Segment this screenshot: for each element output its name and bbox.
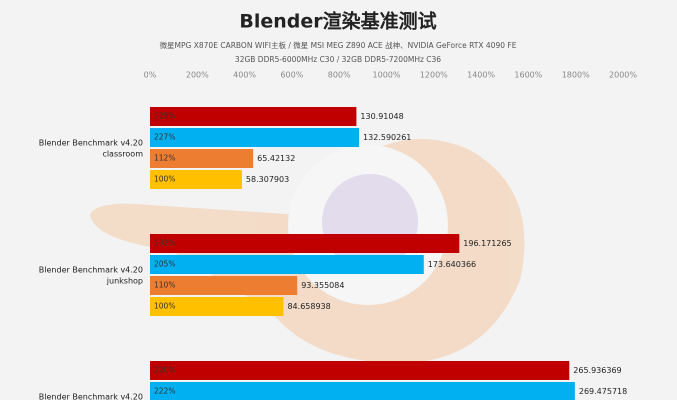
value-label: 58.307903 — [246, 175, 289, 184]
x-tick-label: 1800% — [562, 71, 590, 80]
ratio-label: 225% — [154, 112, 175, 121]
x-tick-label: 600% — [280, 71, 303, 80]
bar — [150, 234, 460, 253]
ratio-label: 220% — [154, 366, 175, 375]
ratio-label: 227% — [154, 133, 175, 142]
bar — [150, 276, 298, 295]
ratio-label: 100% — [154, 175, 175, 184]
ratio-label: 112% — [154, 154, 175, 163]
category-label: Blender Benchmark v4.20 — [39, 139, 143, 148]
x-tick-label: 0% — [144, 71, 157, 80]
bar — [150, 297, 284, 316]
bar — [150, 128, 360, 147]
x-tick-label: 400% — [233, 71, 256, 80]
value-label: 93.355084 — [301, 281, 344, 290]
value-label: 130.91048 — [360, 112, 403, 121]
value-label: 65.42132 — [257, 154, 295, 163]
chart-subtitle: 微星MPG X870E CARBON WIFI主板 / 微星 MSI MEG Z… — [160, 40, 517, 50]
bar — [150, 382, 575, 400]
bar — [150, 107, 357, 126]
bar — [150, 149, 254, 168]
x-tick-label: 200% — [186, 71, 209, 80]
value-label: 265.936369 — [573, 366, 621, 375]
chart-subtitle: 32GB DDR5-6000MHz C30 / 32GB DDR5-7200MH… — [235, 55, 441, 64]
category-label: classroom — [102, 150, 143, 159]
category-label: Blender Benchmark v4.20 — [39, 266, 143, 275]
category-label: Blender Benchmark v4.20 — [39, 393, 143, 400]
value-label: 269.475718 — [579, 387, 627, 396]
bar — [150, 170, 242, 189]
ratio-label: 205% — [154, 260, 175, 269]
x-tick-label: 1600% — [514, 71, 542, 80]
value-label: 173.640366 — [428, 260, 476, 269]
x-tick-label: 2000% — [609, 71, 637, 80]
value-label: 132.590261 — [363, 133, 411, 142]
x-tick-label: 1200% — [420, 71, 448, 80]
category-label: junkshop — [106, 277, 143, 286]
bar — [150, 255, 424, 274]
x-tick-label: 1000% — [373, 71, 401, 80]
value-label: 196.171265 — [463, 239, 511, 248]
bar — [150, 361, 570, 380]
ratio-label: 222% — [154, 387, 175, 396]
ratio-label: 100% — [154, 302, 175, 311]
chart-title: Blender渲染基准测试 — [239, 10, 436, 33]
ratio-label: 232% — [154, 239, 175, 248]
x-tick-label: 1400% — [467, 71, 495, 80]
x-tick-label: 800% — [328, 71, 351, 80]
ratio-label: 110% — [154, 281, 175, 290]
value-label: 84.658938 — [287, 302, 330, 311]
